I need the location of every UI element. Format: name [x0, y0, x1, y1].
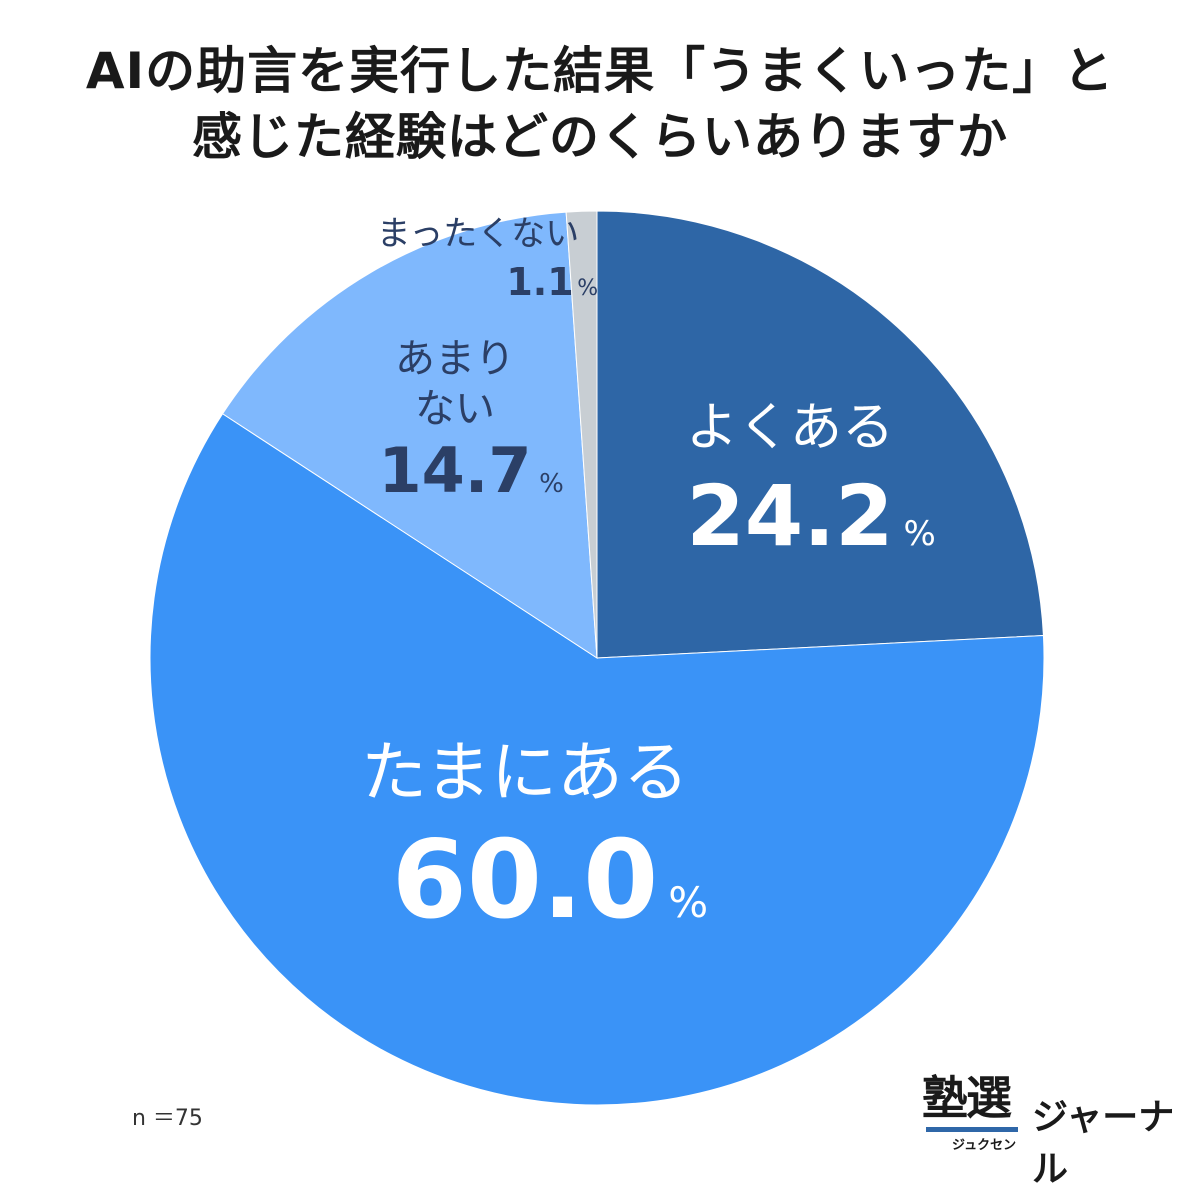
chart-title: AIの助言を実行した結果「うまくいった」と 感じた経験はどのくらいありますか: [0, 38, 1200, 170]
slice-value-2: 60.0: [392, 818, 658, 943]
sample-size-note: n ＝75: [132, 1106, 203, 1131]
slice-value-1: 24.2: [686, 467, 893, 565]
logo-underline: [926, 1127, 1018, 1132]
slice-label-3-line-1: あまり: [395, 336, 515, 382]
slice-label-1: よくある: [686, 398, 894, 458]
pie-slice-2: [149, 413, 1045, 1106]
chart-title-line-1: AIの助言を実行した結果「うまくいった」と: [85, 42, 1115, 100]
slice-label-2: たまにある: [361, 734, 689, 811]
slice-percent-sign-2: %: [668, 878, 708, 927]
logo-word: ジャーナル: [1032, 1097, 1175, 1190]
chart-title-line-2: 感じた経験はどのくらいありますか: [192, 108, 1008, 166]
logo-reading: ジュクセン: [952, 1138, 1017, 1153]
slice-label-3-line-2: ない: [415, 386, 495, 432]
publisher-logo: 塾選 ジュクセン ジャーナル: [922, 1071, 1182, 1190]
pie-slice-4: [565, 210, 598, 659]
slice-percent-sign-4: %: [577, 276, 598, 301]
slice-label-4: まったくない: [377, 214, 580, 254]
slice-percent-sign-1: %: [903, 514, 935, 554]
pie-slice-3: [221, 211, 598, 659]
slice-percent-sign-3: %: [539, 469, 564, 499]
slice-value-3: 14.7: [379, 434, 532, 507]
slice-value-4: 1.1: [506, 260, 573, 304]
pie-slice-1: [596, 210, 1044, 659]
logo-mark: 塾選: [922, 1071, 1012, 1125]
